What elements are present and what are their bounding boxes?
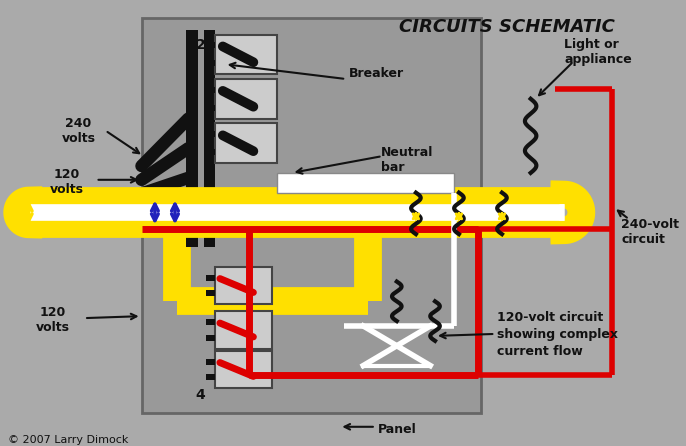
Bar <box>277 173 454 193</box>
Bar <box>187 29 198 247</box>
Text: Light or
appliance: Light or appliance <box>564 37 632 66</box>
Text: 4: 4 <box>196 388 206 402</box>
Text: Panel: Panel <box>378 423 416 436</box>
Text: CIRCUITS SCHEMATIC: CIRCUITS SCHEMATIC <box>399 18 615 36</box>
Bar <box>206 87 215 93</box>
Bar <box>215 267 272 304</box>
Bar <box>204 29 215 247</box>
Bar <box>206 149 215 155</box>
Text: Breaker: Breaker <box>349 67 404 80</box>
Text: © 2007 Larry Dimock: © 2007 Larry Dimock <box>8 435 128 445</box>
Text: Neutral
bar: Neutral bar <box>381 146 433 174</box>
Bar <box>206 319 215 325</box>
Text: 240
volts: 240 volts <box>62 116 95 145</box>
Bar <box>206 60 215 66</box>
Text: 2: 2 <box>196 37 206 52</box>
Bar <box>215 124 277 163</box>
Bar <box>206 375 215 380</box>
Bar <box>141 18 481 413</box>
Bar <box>215 35 277 74</box>
Bar <box>206 359 215 364</box>
Bar <box>215 351 272 388</box>
Text: 120-volt circuit
showing complex
current flow: 120-volt circuit showing complex current… <box>497 311 618 358</box>
Bar <box>206 275 215 281</box>
Bar <box>206 105 215 111</box>
Bar <box>215 311 272 349</box>
Bar <box>215 79 277 119</box>
Bar <box>206 42 215 49</box>
Text: 120
volts: 120 volts <box>50 168 84 196</box>
Bar <box>206 132 215 137</box>
Bar <box>206 335 215 341</box>
Text: 240-volt
circuit: 240-volt circuit <box>622 218 679 246</box>
Text: 120
volts: 120 volts <box>36 306 69 334</box>
Bar <box>206 290 215 297</box>
